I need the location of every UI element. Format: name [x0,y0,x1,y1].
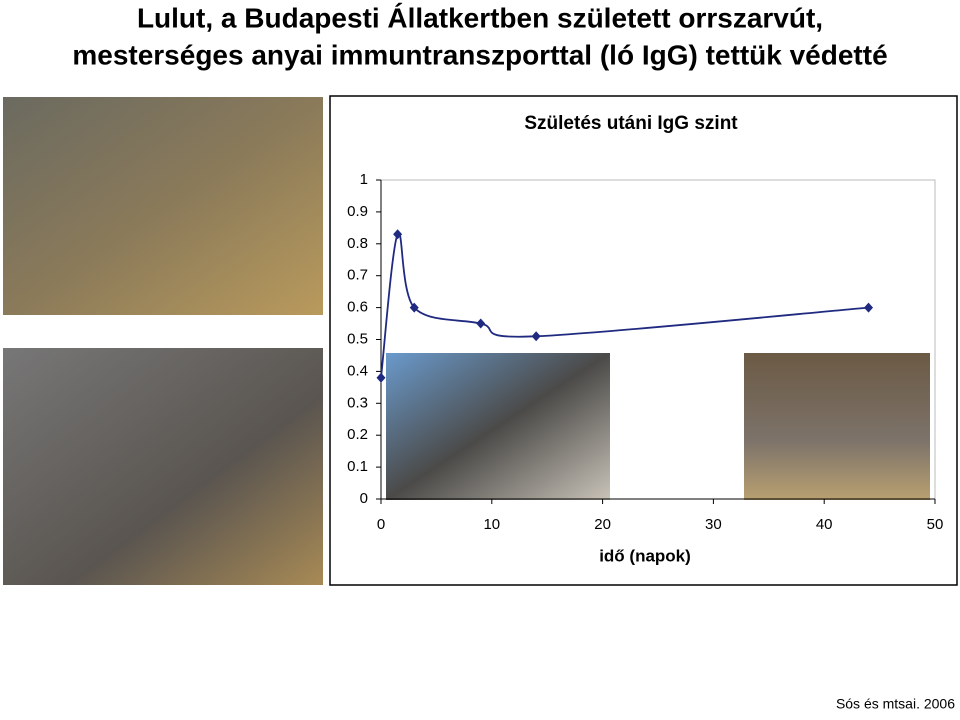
y-tick-label: 1 [360,171,368,188]
photo [3,97,323,315]
chart-title: Születés utáni IgG szint [524,113,738,134]
photo [744,353,930,500]
data-point [409,302,419,313]
y-tick-label: 0.3 [347,394,368,411]
data-point [531,331,541,342]
citation: Sós és mtsai. 2006 [836,696,955,712]
slide-title: Lulut, a Budapesti Állatkertben születet… [137,2,823,33]
photo [386,353,610,500]
slide-title: mesterséges anyai immuntranszporttal (ló… [72,39,887,70]
series-line [380,232,869,378]
x-axis-label: idő (napok) [599,546,691,565]
y-tick-label: 0.4 [347,362,368,379]
x-tick-label: 10 [483,516,500,533]
y-tick-label: 0.9 [347,203,368,220]
data-point [376,372,386,383]
y-tick-label: 0.8 [347,235,368,252]
y-tick-label: 0.2 [347,426,368,443]
y-tick-label: 0.6 [347,299,368,316]
data-point [393,229,403,240]
y-tick-label: 0.1 [347,458,368,475]
y-tick-label: 0 [360,490,368,507]
data-point [864,302,874,313]
data-point [476,318,486,329]
chart-frame [329,95,958,586]
photo [3,348,323,585]
x-tick-label: 30 [705,516,722,533]
x-tick-label: 40 [816,516,833,533]
x-tick-label: 0 [377,516,385,533]
y-tick-label: 0.7 [347,267,368,284]
y-tick-label: 0.5 [347,330,368,347]
x-tick-label: 20 [594,516,611,533]
x-tick-label: 50 [927,516,944,533]
